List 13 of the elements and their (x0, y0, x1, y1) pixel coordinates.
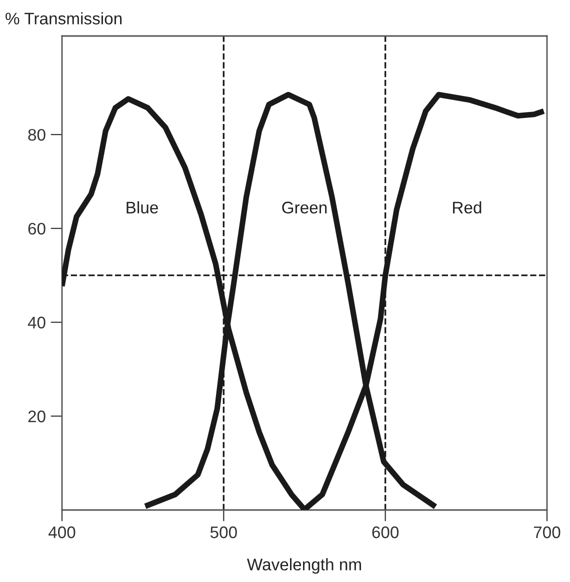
y-axis-title: % Transmission (6, 12, 122, 24)
x-tick-label: 600 (372, 526, 399, 538)
y-tick-label: 60 (28, 222, 46, 235)
y-tick-label: 20 (28, 410, 46, 422)
x-tick-label: 700 (534, 526, 560, 538)
x-tick-label: 400 (48, 526, 76, 538)
x-tick-label: 500 (210, 526, 237, 538)
y-tick-label: 40 (28, 316, 46, 328)
annotation: Red (453, 201, 482, 214)
x-axis-title: Wavelength nm (246, 558, 361, 574)
annotation: Blue (126, 201, 158, 214)
annotation: Green (282, 202, 327, 214)
y-tick-label: 80 (28, 128, 46, 141)
